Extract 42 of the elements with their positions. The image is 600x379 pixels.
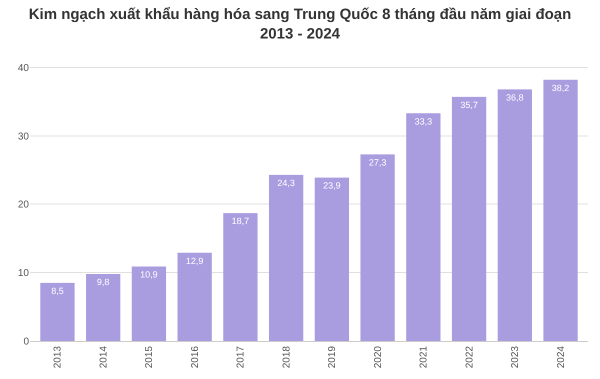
x-tick-label: 2018 [281, 346, 292, 368]
chart-title: Kim ngạch xuất khẩu hàng hóa sang Trung Quốc 8 tháng đầu năm giai đoạn 2013 - 2024 [28, 6, 572, 42]
y-tick-label: 30 [18, 131, 30, 142]
bar [314, 178, 350, 341]
data-label: 24,3 [277, 178, 295, 188]
x-tick-label: 2020 [372, 346, 384, 368]
data-label: 9,8 [96, 276, 110, 287]
x-tick-label: 2017 [236, 346, 247, 368]
data-label: 12,9 [186, 256, 204, 266]
data-label: 36,8 [506, 92, 524, 102]
x-tick-label: 2015 [144, 346, 156, 368]
bar [498, 89, 532, 341]
data-label: 38,2 [552, 82, 570, 93]
bar [268, 174, 304, 341]
data-label: 18,7 [232, 216, 250, 226]
bar [178, 252, 212, 341]
bar [452, 96, 486, 341]
data-label: 33,3 [414, 116, 432, 126]
data-label: 23,9 [323, 180, 341, 191]
data-label: 10,9 [140, 269, 158, 280]
x-tick-label: 2019 [327, 346, 338, 368]
x-tick-label: 2014 [98, 346, 110, 368]
x-tick-label: 2022 [464, 346, 476, 368]
x-tick-label: 2016 [190, 346, 201, 368]
bar [543, 80, 578, 341]
bar [132, 266, 166, 341]
data-label: 27,3 [368, 157, 386, 168]
x-tick-label: 2024 [556, 346, 567, 368]
y-tick-label: 20 [18, 200, 30, 211]
y-tick-label: 0 [23, 336, 30, 348]
x-tick-label: 2021 [418, 346, 430, 368]
data-label: 8,5 [51, 286, 64, 296]
bar [86, 274, 120, 341]
y-tick-label: 40 [18, 62, 30, 74]
bar [360, 154, 395, 341]
bar [223, 213, 258, 341]
y-tick-label: 10 [18, 268, 30, 280]
x-tick-label: 2023 [510, 346, 522, 368]
x-tick-label: 2013 [52, 346, 64, 368]
bar [40, 282, 75, 341]
bar [406, 113, 440, 341]
data-label: 35,7 [460, 100, 478, 110]
